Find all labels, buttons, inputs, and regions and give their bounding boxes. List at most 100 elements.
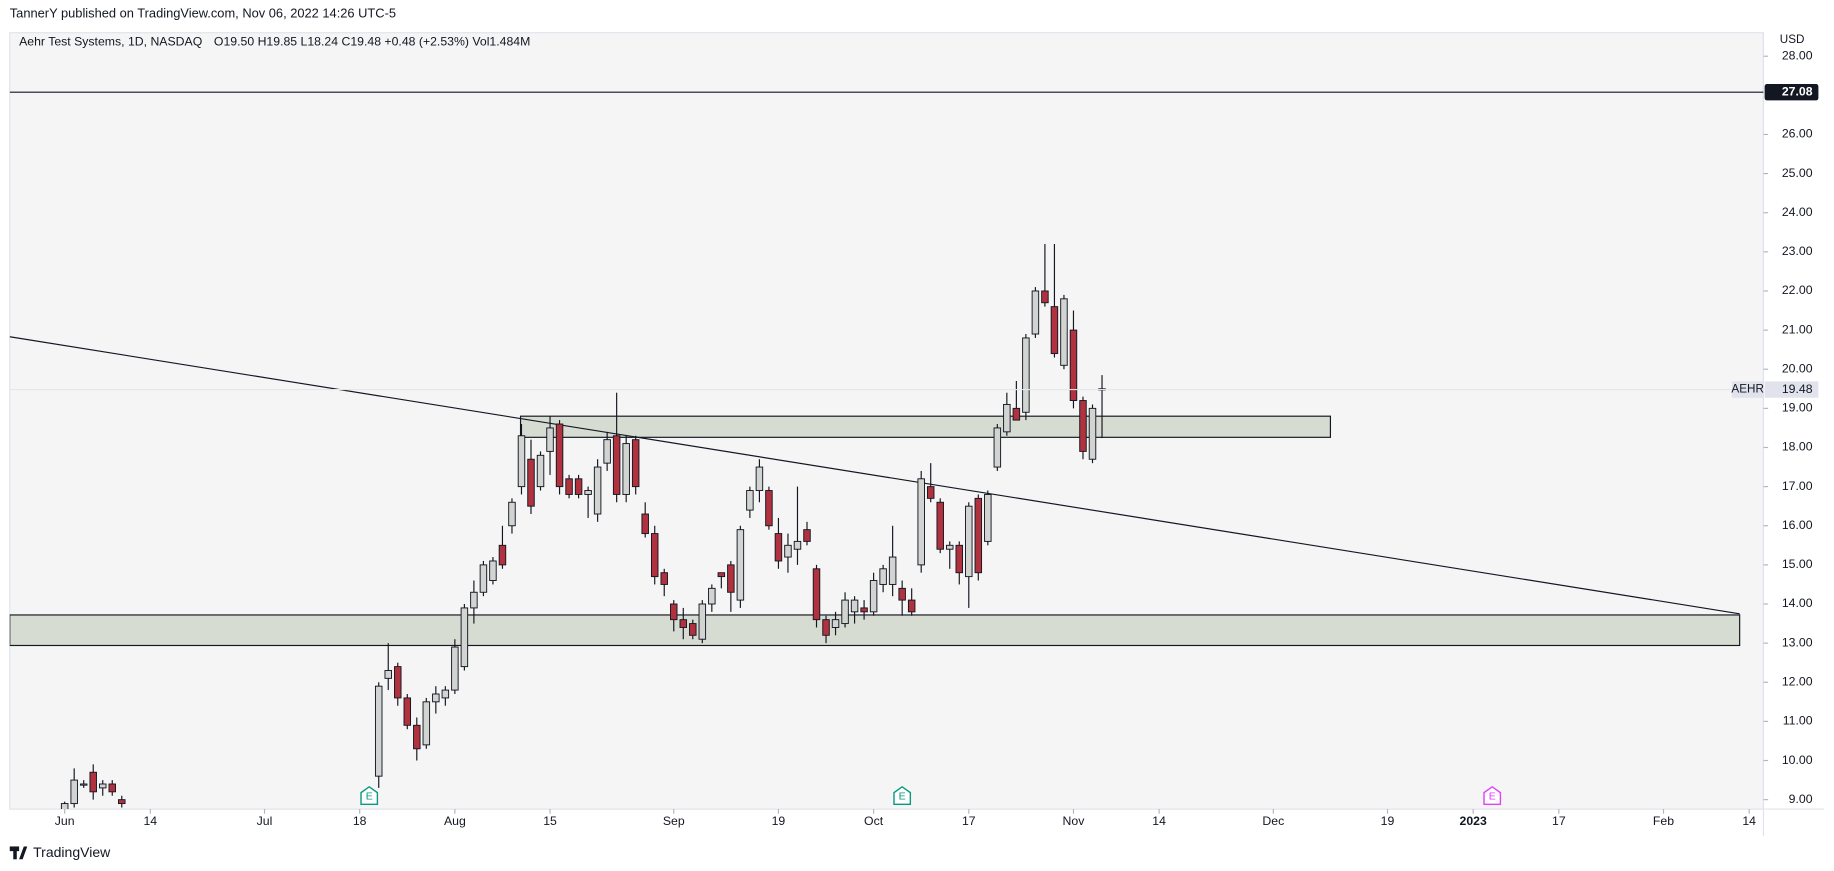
candle [498,525,507,569]
candle [898,580,906,616]
candle [565,474,573,499]
candle-body [508,501,516,527]
candle-body [784,544,792,558]
event-marker [360,785,379,806]
y-tick-label: 24.00 [1782,205,1813,219]
y-tick-label: 28.00 [1782,48,1813,62]
last-price-label: 19.48 [1782,382,1813,396]
candle [650,525,659,585]
candle [860,600,868,620]
candle [717,572,726,589]
candle-body [1041,290,1049,304]
candle-body [89,771,97,793]
y-tick-label: 17.00 [1782,479,1813,493]
candle [841,592,849,628]
candle [70,768,78,808]
candle-body [441,689,450,699]
x-tick-label: Nov [1063,814,1086,828]
x-tick-label: 17 [962,814,976,828]
candle [108,780,116,796]
candle-body [79,783,88,786]
y-tick-label: 10.00 [1782,753,1813,767]
candle-body [1069,329,1078,402]
candle [736,525,745,608]
y-tick-label: 20.00 [1782,361,1813,375]
candle [574,474,583,499]
candle-body [1031,290,1040,335]
candle [993,424,1002,471]
candle [822,615,830,644]
candle-body [460,607,469,668]
candle [1050,244,1059,358]
candle [384,643,392,691]
candle [917,470,925,573]
candle [422,697,431,749]
candle-body [869,580,878,613]
candle [555,420,564,495]
axes: 9.00 10.00 11.00 12.00 13.00 14.00 15.00 16.00 1… [55,48,1819,828]
candle-body [1088,407,1097,460]
candle [1003,392,1011,436]
tv-logo [9,846,28,860]
candle [489,557,497,585]
candle [670,600,678,632]
x-tick-label: 17 [1552,814,1566,828]
candle [1069,310,1078,409]
candle-body [1012,407,1021,421]
candle-body [955,544,964,574]
candle [508,498,516,534]
candle [1012,380,1021,421]
candle-body [108,783,116,793]
symbol-label: AEHR [1731,383,1763,396]
candle [460,604,469,671]
candle-body [984,493,992,542]
event-label: E [1489,791,1496,803]
symbol-label-box [1731,381,1764,398]
x-tick-label: Sep [663,814,685,828]
candle [1031,287,1040,338]
y-tick-label: 11.00 [1783,714,1813,728]
candle-body [650,533,659,578]
y-unit: USD [1780,33,1805,46]
candle [907,588,916,616]
candle [755,459,764,503]
candle [584,486,592,518]
candle-body [803,529,811,542]
y-tick-label: 14.00 [1782,596,1813,610]
candle [612,392,621,503]
candle-body [860,607,868,613]
candle-body [698,603,707,640]
candle-body [574,478,583,495]
candle-body [841,599,849,625]
last-price-box [1764,381,1819,398]
candle [1060,294,1068,370]
candle [631,435,640,495]
x-tick-label: Oct [864,814,884,828]
candle-body [1022,337,1030,413]
candle-body [727,564,735,593]
x-tick-label: 18 [353,814,367,828]
chart-title: Aehr Test Systems, 1D, NASDAQ [19,34,202,48]
candle [765,486,773,530]
candle [879,564,887,593]
candle-body [755,466,764,492]
candle-body [584,490,592,495]
candle [698,600,707,644]
candle-body [926,486,935,499]
hline-label-box [1764,84,1819,101]
candle [641,502,649,538]
candle-body [1060,298,1068,366]
x-tick-label: Aug [444,814,466,828]
candle-body [593,466,602,515]
candle-body [793,540,802,550]
candle-body [527,458,535,507]
candle [470,580,478,624]
candle [536,451,545,491]
candle [774,517,783,569]
y-tick-label: 9.00 [1789,792,1813,806]
candle-body [1079,400,1087,452]
ohlc-legend: O19.50 H19.85 L18.24 C19.48 +0.48 (+2.53… [214,34,530,48]
candle-body [422,701,431,746]
x-tick-label: 19 [772,814,786,828]
candle-body [765,490,773,527]
